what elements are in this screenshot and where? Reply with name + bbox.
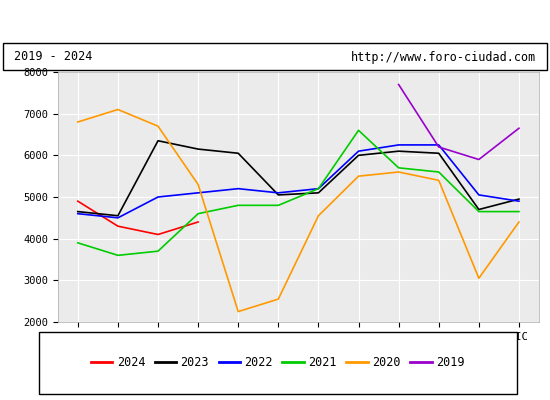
Text: http://www.foro-ciudad.com: http://www.foro-ciudad.com	[351, 50, 536, 64]
Bar	[3, 43, 547, 70]
Text: Evolucion Nº Turistas Nacionales en el municipio de Lebrija: Evolucion Nº Turistas Nacionales en el m…	[28, 14, 522, 28]
Text: 2019 - 2024: 2019 - 2024	[14, 50, 92, 64]
Legend: 2024, 2023, 2022, 2021, 2020, 2019: 2024, 2023, 2022, 2021, 2020, 2019	[85, 350, 471, 376]
